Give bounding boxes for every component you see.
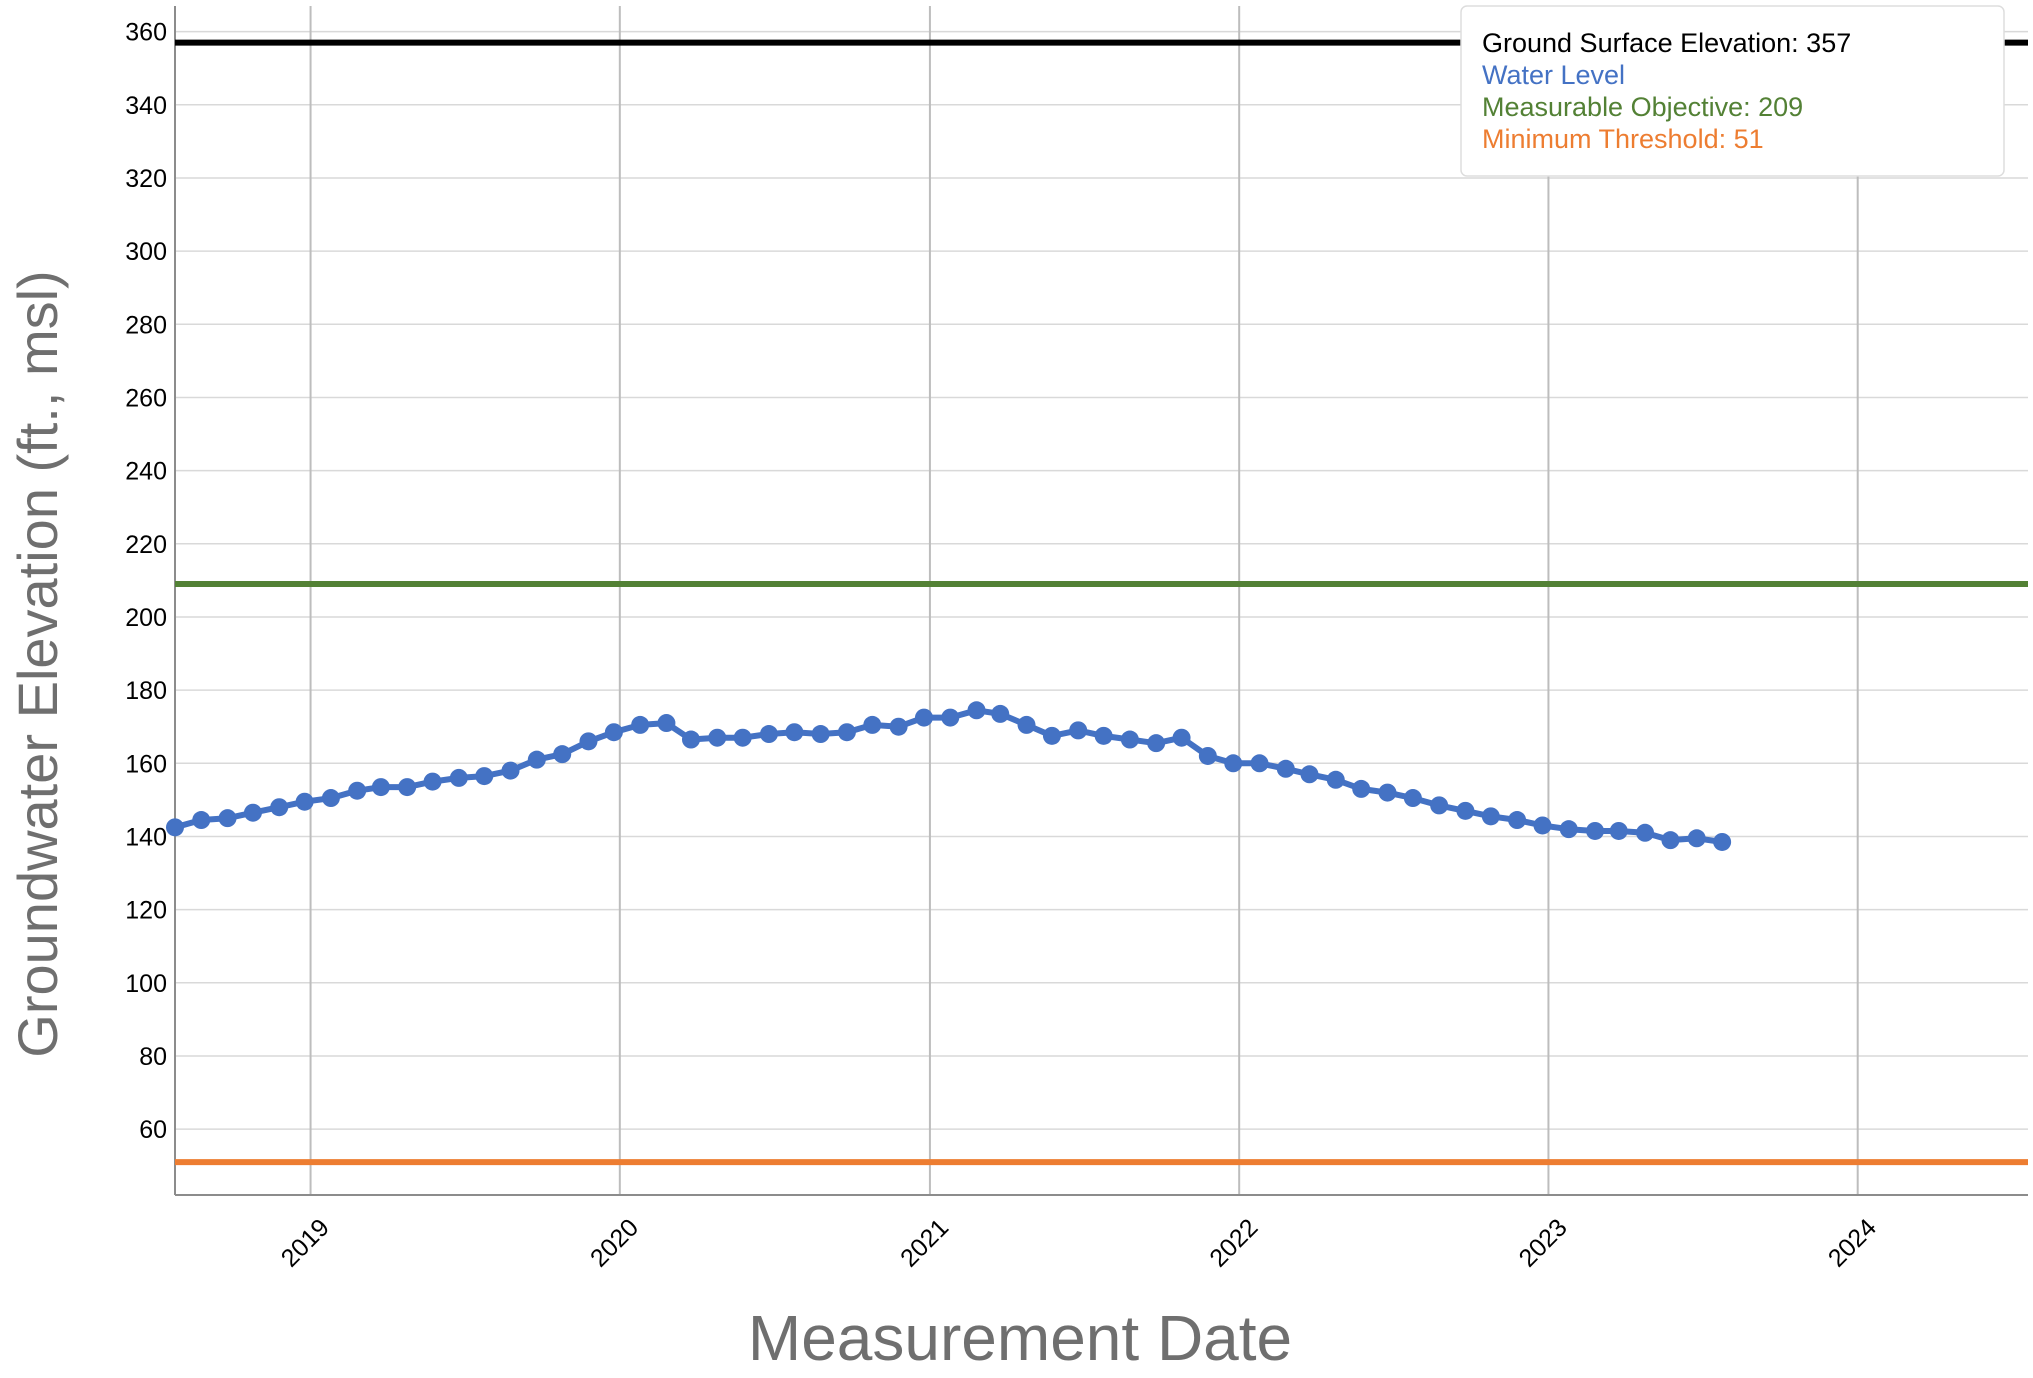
water-level-point	[889, 717, 908, 736]
water-level-point	[991, 704, 1010, 723]
water-level-point	[708, 728, 727, 747]
water-level-point	[371, 778, 390, 797]
water-level-point	[863, 715, 882, 734]
water-level-point	[1661, 831, 1680, 850]
water-level-point	[1300, 765, 1319, 784]
water-level-point	[166, 818, 184, 837]
water-level-point	[1224, 754, 1243, 773]
water-level-point	[1456, 801, 1475, 820]
water-level-point	[295, 792, 314, 811]
x-tick-label: 2024	[1823, 1213, 1882, 1272]
y-tick-label: 180	[125, 677, 167, 705]
y-axis-title: Groundwater Elevation (ft., msl)	[6, 270, 69, 1057]
water-level-point	[192, 811, 211, 830]
water-level-point	[941, 708, 960, 727]
legend-ground-surface: Ground Surface Elevation: 357	[1482, 28, 1851, 58]
water-level-point	[1713, 832, 1732, 851]
y-tick-label: 220	[125, 531, 167, 559]
axes	[174, 6, 2028, 1196]
water-level-point	[1198, 746, 1217, 765]
water-level-point	[475, 767, 494, 786]
water-level-point	[1069, 721, 1088, 740]
water-level-point	[398, 778, 417, 797]
water-level-point	[1636, 823, 1655, 842]
water-level-point	[1508, 811, 1527, 830]
legend-minimum-threshold: Minimum Threshold: 51	[1482, 124, 1764, 154]
water-level-point	[1559, 820, 1578, 839]
water-level-point	[631, 715, 650, 734]
water-level-point	[1326, 770, 1345, 789]
water-level-point	[1276, 759, 1295, 778]
y-tick-label: 100	[125, 970, 167, 998]
water-level-point	[1609, 821, 1628, 840]
water-level-point	[914, 708, 933, 727]
water-level-point	[1094, 726, 1113, 745]
legend-box	[1460, 5, 2005, 177]
water-level-point	[967, 701, 986, 720]
y-tick-label: 300	[125, 238, 167, 266]
x-tick-label: 2021	[895, 1213, 954, 1272]
water-level-point	[1378, 783, 1397, 802]
y-tick-label: 200	[125, 604, 167, 632]
water-level-point	[1042, 726, 1061, 745]
y-tick-label: 260	[125, 384, 167, 412]
water-level-point	[811, 725, 830, 744]
water-level-point	[423, 772, 442, 791]
water-level-point	[604, 723, 623, 742]
water-level-point	[681, 730, 700, 749]
y-tick-label: 140	[125, 823, 167, 851]
water-level-point	[657, 714, 676, 733]
water-level-point	[501, 761, 520, 780]
legend-water-level: Water Level	[1482, 60, 1625, 90]
water-level-point	[527, 750, 546, 769]
water-level-point	[1352, 779, 1371, 798]
water-level-point	[1147, 734, 1166, 753]
water-level-point	[449, 768, 468, 787]
water-level-point	[218, 809, 237, 828]
water-level-point	[1481, 807, 1500, 826]
y-tick-label: 280	[125, 311, 167, 339]
water-level-point	[1172, 728, 1191, 747]
x-tick-label: 2019	[276, 1213, 335, 1272]
y-tick-label: 60	[139, 1116, 167, 1144]
x-tick-label: 2020	[585, 1213, 644, 1272]
grid-lines	[175, 6, 2028, 1195]
water-level-point	[1586, 821, 1605, 840]
water-level-point	[733, 728, 752, 747]
water-level-point	[579, 732, 598, 751]
x-tick-label: 2023	[1514, 1213, 1573, 1272]
water-level-point	[270, 798, 289, 817]
water-level-point	[1120, 730, 1139, 749]
water-level-series	[166, 701, 1732, 851]
water-level-point	[759, 725, 778, 744]
x-axis-title: Measurement Date	[748, 1302, 1292, 1374]
water-level-point	[553, 745, 572, 764]
water-level-point	[837, 723, 856, 742]
reference-lines	[175, 39, 2028, 1166]
water-level-point	[1017, 715, 1036, 734]
y-tick-label: 340	[125, 92, 167, 120]
water-level-point	[1687, 829, 1706, 848]
water-level-point	[321, 789, 340, 808]
y-tick-label: 160	[125, 750, 167, 778]
y-tick-labels: 60 80 100 120 140 160 180 200 220 240 260 280 300 320…	[125, 19, 167, 1145]
y-tick-label: 360	[125, 19, 167, 47]
y-tick-label: 80	[139, 1043, 167, 1071]
water-level-point	[1403, 789, 1422, 808]
water-level-point	[1250, 754, 1269, 773]
water-level-point	[1430, 796, 1449, 815]
water-level-point	[1533, 816, 1552, 835]
y-tick-label: 240	[125, 458, 167, 486]
y-tick-label: 320	[125, 165, 167, 193]
x-tick-labels: 2019 2020 2021 2022 2023 2024	[276, 1213, 1882, 1272]
legend: Ground Surface Elevation: 357 Water Leve…	[1460, 5, 2005, 177]
x-tick-label: 2022	[1204, 1213, 1263, 1272]
water-level-point	[243, 803, 262, 822]
y-tick-label: 120	[125, 897, 167, 925]
water-level-point	[785, 723, 804, 742]
water-level-point	[348, 781, 367, 800]
legend-measurable-objective: Measurable Objective: 209	[1482, 92, 1803, 122]
